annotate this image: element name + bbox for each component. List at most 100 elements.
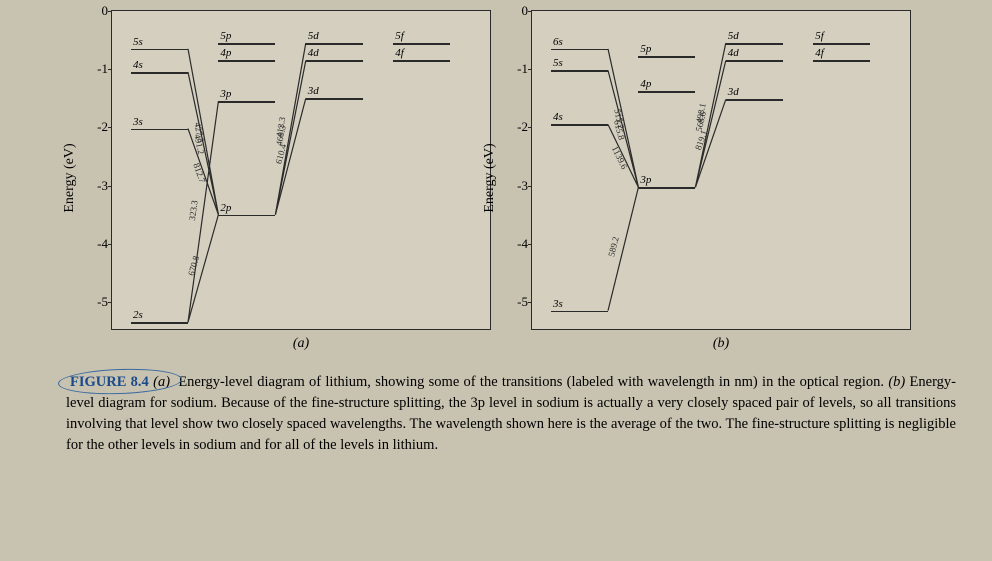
energy-level xyxy=(726,99,783,101)
ytick-mark xyxy=(528,11,532,12)
ytick-label: -3 xyxy=(508,178,528,194)
ylabel-a: Energy (eV) xyxy=(62,143,78,212)
energy-level xyxy=(551,49,608,51)
chart-a: Energy (eV) 0-1-2-3-4-52s3s4s5s2p3p4p5p3… xyxy=(111,10,491,330)
energy-level xyxy=(393,43,450,45)
wavelength-label: 670.8 xyxy=(186,254,201,277)
ytick-label: -4 xyxy=(508,236,528,252)
transition-line xyxy=(188,215,218,323)
level-label: 4f xyxy=(395,47,404,59)
ytick-mark xyxy=(528,186,532,187)
ytick-mark xyxy=(108,186,112,187)
energy-level xyxy=(218,101,275,103)
level-label: 4s xyxy=(553,111,563,123)
ytick-label: -2 xyxy=(88,119,108,135)
wavelength-label: 589.2 xyxy=(606,236,621,258)
figure-caption: FIGURE 8.4 (a) Energy-level diagram of l… xyxy=(60,372,962,456)
wavelength-label: 819.1 xyxy=(693,129,709,151)
level-label: 3s xyxy=(553,298,563,310)
level-label: 5s xyxy=(133,36,143,48)
wavelength-label: 812.7 xyxy=(191,162,207,185)
energy-level xyxy=(218,215,275,217)
level-label: 3p xyxy=(640,174,651,186)
charts-row: Energy (eV) 0-1-2-3-4-52s3s4s5s2p3p4p5p3… xyxy=(60,10,962,352)
transitions-overlay: 670.8 323.3 812.7 491.2427.3 610.4460.3413.3 xyxy=(112,11,492,331)
energy-level xyxy=(638,56,695,58)
ytick-label: -1 xyxy=(88,61,108,77)
figure-label-circle: FIGURE 8.4 (a) xyxy=(66,373,178,391)
wavelength-label: 413.3 xyxy=(274,116,287,138)
energy-level xyxy=(131,49,188,51)
figure-label: FIGURE 8.4 xyxy=(70,374,149,390)
chart-b: Energy (eV) 0-1-2-3-4-53s4s5s6s3p4p5p3d4… xyxy=(531,10,911,330)
energy-level xyxy=(306,43,363,45)
ytick-mark xyxy=(108,69,112,70)
transition-line xyxy=(608,124,638,187)
energy-level xyxy=(551,311,608,313)
energy-level xyxy=(551,124,608,126)
level-label: 5f xyxy=(815,30,824,42)
level-label: 4f xyxy=(815,47,824,59)
wavelength-label: 1139.6 xyxy=(610,144,630,171)
level-label: 5p xyxy=(220,30,231,42)
ytick-mark xyxy=(528,244,532,245)
ytick-label: 0 xyxy=(508,3,528,19)
ytick-label: -4 xyxy=(88,236,108,252)
level-label: 4p xyxy=(220,47,231,59)
page: Energy (eV) 0-1-2-3-4-52s3s4s5s2p3p4p5p3… xyxy=(0,0,992,561)
caption-b-lead: (b) xyxy=(888,374,905,390)
level-label: 2s xyxy=(133,309,143,321)
wavelength-label: 610.4 xyxy=(274,142,289,165)
energy-level xyxy=(726,43,783,45)
level-label: 4s xyxy=(133,59,143,71)
transition-line xyxy=(275,43,305,215)
transition-line xyxy=(188,129,218,215)
transition-line xyxy=(695,99,725,187)
energy-level xyxy=(638,91,695,93)
sublabel-a: (a) xyxy=(111,336,491,352)
level-label: 4d xyxy=(308,47,319,59)
wavelength-label: 515.2 xyxy=(612,108,626,130)
chart-a-wrap: Energy (eV) 0-1-2-3-4-52s3s4s5s2p3p4p5p3… xyxy=(111,10,491,352)
energy-level xyxy=(306,98,363,100)
ytick-mark xyxy=(528,127,532,128)
energy-level xyxy=(813,60,870,62)
wavelength-label: 498.1 xyxy=(694,102,708,124)
ytick-label: 0 xyxy=(88,3,108,19)
energy-level xyxy=(218,60,275,62)
energy-level xyxy=(131,322,188,324)
wavelength-label: 323.3 xyxy=(187,199,200,221)
caption-a-lead: (a) xyxy=(153,374,170,390)
level-label: 3s xyxy=(133,116,143,128)
level-label: 3d xyxy=(308,85,319,97)
transitions-overlay: 589.21139.6615.8515.2819.1568.6498.1 xyxy=(532,11,912,331)
energy-level xyxy=(393,60,450,62)
chart-b-wrap: Energy (eV) 0-1-2-3-4-53s4s5s6s3p4p5p3d4… xyxy=(531,10,911,352)
ylabel-b: Energy (eV) xyxy=(482,143,498,212)
level-label: 5s xyxy=(553,57,563,69)
caption-a-text: Energy-level diagram of lithium, showing… xyxy=(178,374,888,390)
ytick-mark xyxy=(528,69,532,70)
wavelength-label: 491.2 xyxy=(192,133,206,155)
ytick-mark xyxy=(108,11,112,12)
wavelength-label: 568.6 xyxy=(694,110,709,133)
transition-line xyxy=(695,60,725,187)
level-label: 5p xyxy=(640,43,651,55)
ytick-mark xyxy=(108,127,112,128)
ytick-label: -5 xyxy=(508,294,528,310)
level-label: 5d xyxy=(308,30,319,42)
level-label: 4p xyxy=(640,78,651,90)
wavelength-label: 427.3 xyxy=(193,122,207,144)
transition-line xyxy=(608,187,638,310)
wavelength-label: 460.3 xyxy=(274,124,288,146)
energy-level xyxy=(726,60,783,62)
energy-level xyxy=(131,72,188,74)
transition-line xyxy=(608,49,638,187)
ytick-label: -2 xyxy=(508,119,528,135)
energy-level xyxy=(813,43,870,45)
transition-line xyxy=(608,70,638,187)
ytick-mark xyxy=(108,302,112,303)
transition-line xyxy=(188,49,218,215)
level-label: 3p xyxy=(220,88,231,100)
transition-line xyxy=(188,101,218,322)
